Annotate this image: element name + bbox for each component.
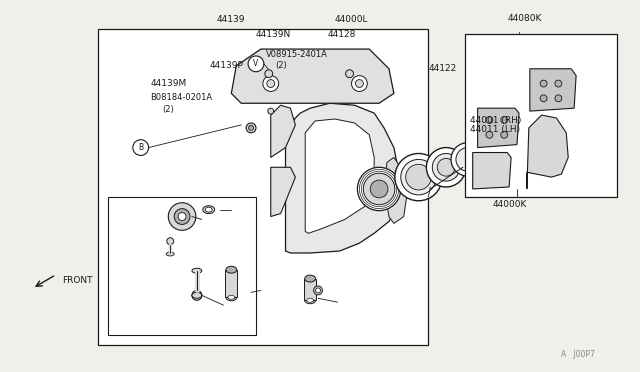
- Circle shape: [263, 76, 278, 92]
- Ellipse shape: [305, 297, 316, 304]
- Circle shape: [370, 180, 388, 198]
- Bar: [108, 197, 256, 335]
- Ellipse shape: [192, 268, 202, 273]
- Circle shape: [267, 80, 275, 87]
- Circle shape: [540, 95, 547, 102]
- Circle shape: [406, 164, 431, 190]
- Circle shape: [555, 80, 562, 87]
- Text: 44000L: 44000L: [335, 15, 368, 24]
- Text: B08184-0201A: B08184-0201A: [150, 93, 212, 102]
- Text: (2): (2): [163, 105, 174, 114]
- Ellipse shape: [226, 266, 237, 273]
- Circle shape: [486, 131, 493, 138]
- Circle shape: [486, 116, 493, 124]
- Text: FRONT: FRONT: [62, 276, 92, 285]
- Ellipse shape: [205, 207, 212, 212]
- Polygon shape: [530, 69, 576, 111]
- Polygon shape: [473, 153, 511, 189]
- Text: V08915-2401A: V08915-2401A: [266, 49, 328, 58]
- Circle shape: [248, 56, 264, 72]
- Text: V: V: [253, 60, 259, 68]
- Text: 44139P: 44139P: [210, 61, 244, 70]
- Ellipse shape: [228, 295, 235, 299]
- Circle shape: [355, 80, 364, 87]
- Circle shape: [401, 160, 436, 195]
- Circle shape: [246, 123, 256, 133]
- Polygon shape: [271, 167, 296, 217]
- Ellipse shape: [203, 206, 214, 214]
- Ellipse shape: [305, 275, 316, 282]
- Circle shape: [265, 70, 273, 78]
- Circle shape: [364, 173, 395, 205]
- Circle shape: [451, 142, 484, 176]
- Circle shape: [167, 238, 173, 245]
- Circle shape: [192, 291, 202, 300]
- Bar: [304, 279, 316, 300]
- Bar: [225, 270, 237, 297]
- Text: 44139M: 44139M: [150, 79, 187, 88]
- Circle shape: [248, 125, 253, 130]
- Polygon shape: [231, 49, 394, 103]
- Circle shape: [346, 70, 353, 78]
- Ellipse shape: [226, 294, 237, 301]
- Circle shape: [174, 209, 190, 224]
- Circle shape: [178, 212, 186, 221]
- Bar: [465, 34, 618, 197]
- Text: A   J00P7: A J00P7: [561, 350, 595, 359]
- Circle shape: [500, 116, 508, 124]
- Text: 44001 (RH): 44001 (RH): [470, 115, 521, 125]
- Circle shape: [555, 95, 562, 102]
- Polygon shape: [477, 108, 519, 148]
- Ellipse shape: [314, 286, 323, 295]
- Polygon shape: [527, 115, 568, 189]
- Polygon shape: [285, 103, 399, 253]
- Ellipse shape: [166, 252, 174, 256]
- Circle shape: [168, 203, 196, 230]
- Circle shape: [540, 80, 547, 87]
- Circle shape: [133, 140, 148, 155]
- Text: 44011 (LH): 44011 (LH): [470, 125, 520, 134]
- Text: B: B: [138, 143, 143, 152]
- Circle shape: [432, 154, 460, 181]
- Bar: [99, 29, 428, 344]
- Ellipse shape: [307, 298, 314, 302]
- Text: 44139: 44139: [216, 15, 245, 24]
- Polygon shape: [384, 157, 406, 224]
- Circle shape: [437, 158, 455, 176]
- Text: 44000K: 44000K: [492, 200, 527, 209]
- Ellipse shape: [316, 288, 321, 293]
- Ellipse shape: [192, 292, 202, 298]
- Circle shape: [426, 148, 466, 187]
- Circle shape: [500, 131, 508, 138]
- Circle shape: [395, 154, 442, 201]
- Text: (2): (2): [276, 61, 287, 70]
- Circle shape: [357, 167, 401, 211]
- Text: 44122: 44122: [428, 64, 456, 73]
- Polygon shape: [271, 105, 296, 157]
- Circle shape: [456, 148, 479, 171]
- Text: 44139N: 44139N: [256, 30, 291, 39]
- Text: 44080K: 44080K: [507, 14, 541, 23]
- Text: 44128: 44128: [328, 30, 356, 39]
- Circle shape: [351, 76, 367, 92]
- Circle shape: [268, 108, 274, 114]
- Polygon shape: [305, 119, 374, 233]
